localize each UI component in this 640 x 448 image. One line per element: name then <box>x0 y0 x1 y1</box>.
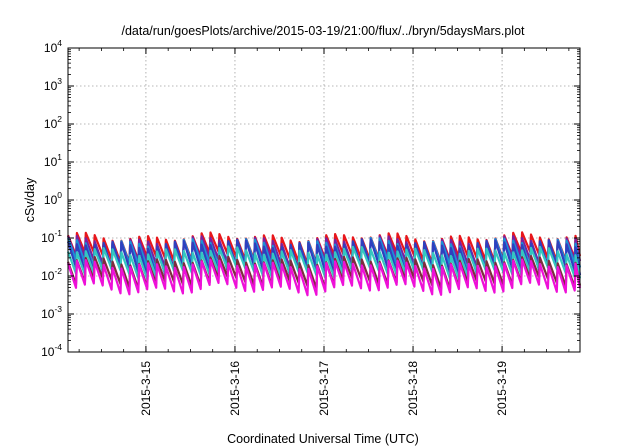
y-tick-label: 102 <box>44 114 62 131</box>
x-axis: 2015-3-15 2015-3-16 2015-3-17 2015-3-18 2015… <box>78 48 570 416</box>
x-tick-label: 2015-3-15 <box>139 361 153 416</box>
x-axis-label: Coordinated Universal Time (UTC) <box>227 432 419 446</box>
y-tick-label: 10-4 <box>41 342 62 359</box>
y-tick-label: 10-2 <box>41 266 62 283</box>
y-tick-label: 103 <box>44 76 62 93</box>
x-tick-label: 2015-3-17 <box>317 361 331 416</box>
chart-title: /data/run/goesPlots/archive/2015-03-19/2… <box>121 24 525 38</box>
x-tick-label: 2015-3-18 <box>406 361 420 416</box>
y-axis-label: cSv/day <box>23 177 37 222</box>
series-group <box>66 231 582 297</box>
y-tick-label: 10-3 <box>41 304 62 321</box>
series-line-7 <box>66 258 582 297</box>
grid-lines <box>68 48 580 352</box>
y-tick-label: 10-1 <box>41 228 62 245</box>
y-tick-label: 104 <box>44 38 62 55</box>
x-tick-label: 2015-3-19 <box>495 361 509 416</box>
x-tick-label: 2015-3-16 <box>228 361 242 416</box>
y-tick-label: 101 <box>44 152 62 169</box>
y-tick-label: 100 <box>44 190 62 207</box>
y-axis: 10-4 10-3 10-2 10-1 100 101 102 103 104 <box>41 38 580 359</box>
